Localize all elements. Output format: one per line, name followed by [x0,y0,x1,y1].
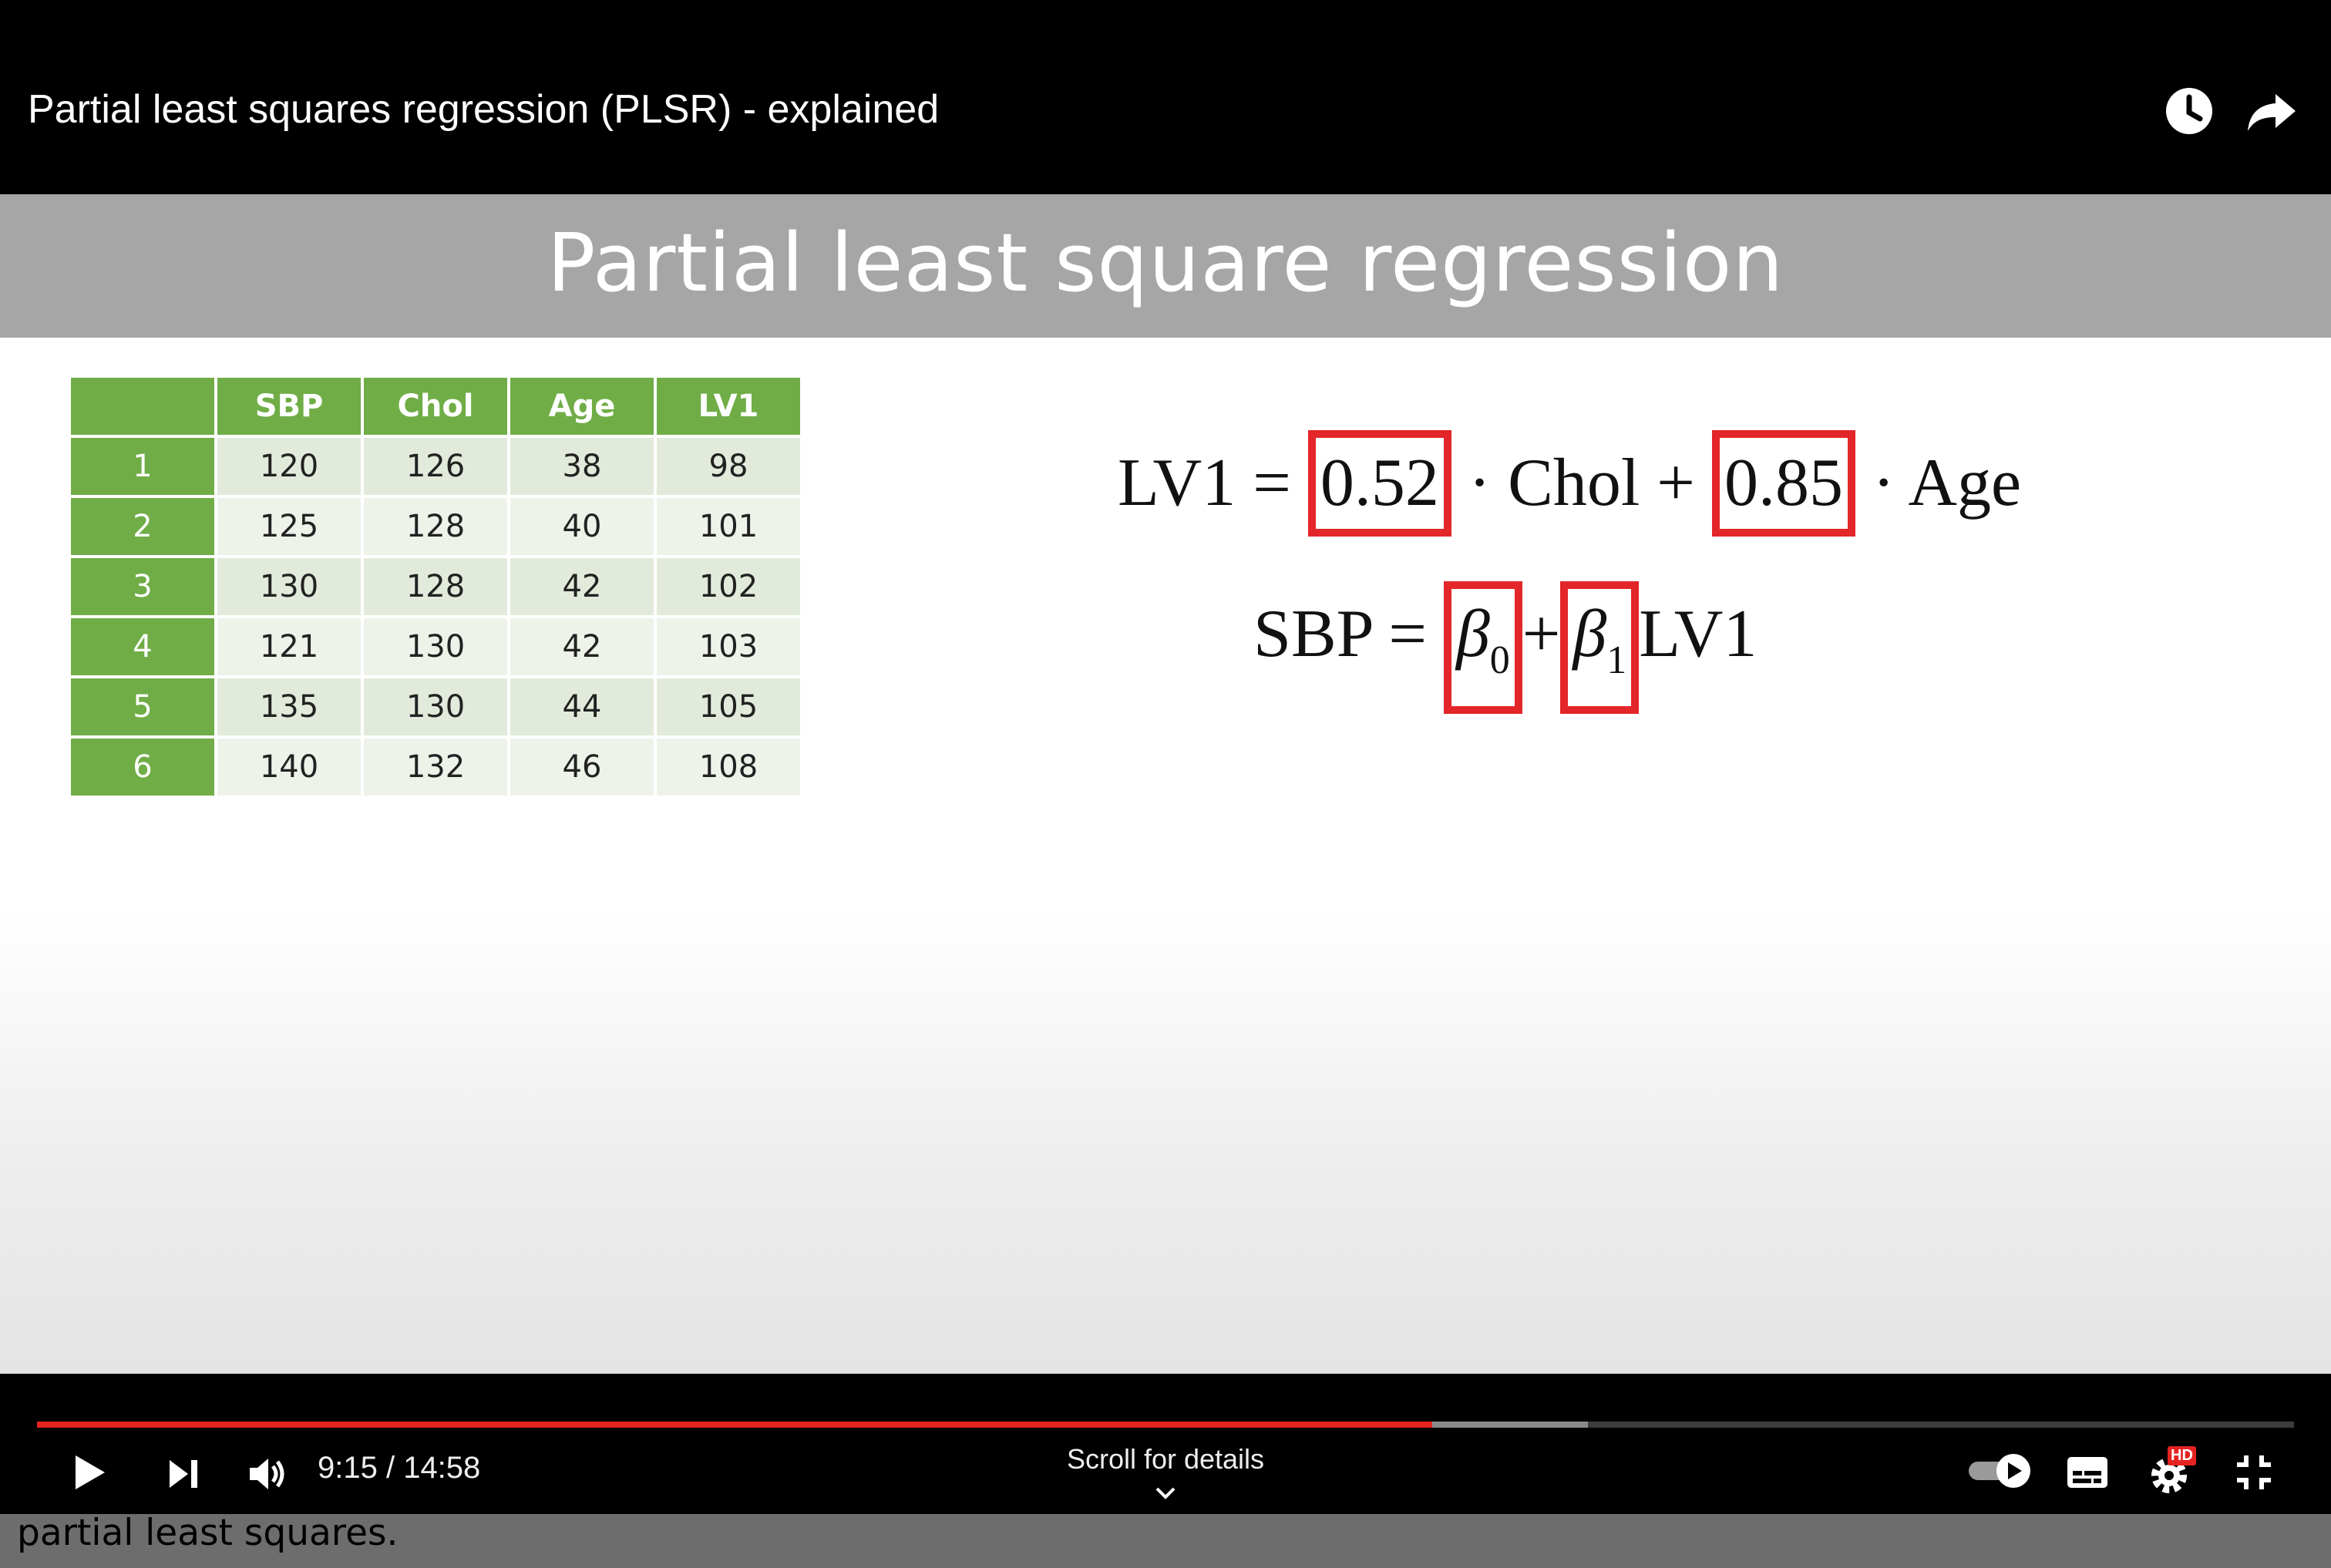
table-cell: 102 [657,558,800,615]
table-cell: 40 [510,498,654,555]
table-cell: 101 [657,498,800,555]
table-cell: 130 [217,558,361,615]
coefficient-box-beta1: β1 [1560,581,1640,714]
table-cell: 120 [217,438,361,495]
beta-symbol: β [1455,597,1490,671]
table-header-cell: Chol [364,378,507,435]
hd-badge: HD [2168,1446,2196,1465]
exit-fullscreen-icon[interactable] [2234,1452,2274,1492]
table-cell: 140 [217,739,361,796]
table-cell: 121 [217,618,361,675]
slide-title: Partial least square regression [547,216,1784,310]
table-cell: 38 [510,438,654,495]
progress-bar[interactable] [37,1422,2294,1428]
data-table: SBP Chol Age LV1 1 120 126 38 98 2 125 1… [68,375,803,799]
table-header-cell: LV1 [657,378,800,435]
table-row: 6 140 132 46 108 [71,739,800,796]
clock-icon[interactable] [2158,80,2220,142]
equation-lhs: LV1 = [1118,446,1291,520]
table-cell: 42 [510,558,654,615]
equation-lhs: SBP = [1253,597,1427,671]
subtitles-icon[interactable] [2066,1454,2109,1491]
progress-played [37,1422,1432,1428]
table-cell: 125 [217,498,361,555]
beta-subscript: 0 [1489,638,1510,682]
table-header-cell: Age [510,378,654,435]
table-cell: 42 [510,618,654,675]
coefficient-box-age: 0.85 [1711,430,1855,537]
equation-sbp: SBP = β0 + β1 LV1 [1253,581,1757,714]
table-cell: 105 [657,678,800,735]
row-index: 1 [71,438,214,495]
table-row: 5 135 130 44 105 [71,678,800,735]
row-index: 2 [71,498,214,555]
autoplay-toggle-icon[interactable] [1967,1451,2035,1491]
row-index: 5 [71,678,214,735]
beta-symbol: β [1572,597,1607,671]
equation-lv1: LV1 = 0.52 · Chol + 0.85 · Age [1118,430,2021,537]
table-cell: 135 [217,678,361,735]
equation-term: · Age [1872,446,2021,520]
player-top-bar: Partial least squares regression (PLSR) … [0,0,2331,194]
table-header-cell: SBP [217,378,361,435]
table-header-row: SBP Chol Age LV1 [71,378,800,435]
table-row: 1 120 126 38 98 [71,438,800,495]
table-cell: 44 [510,678,654,735]
player-controls: 9:15 / 14:58 Scroll for details HD [0,1374,2331,1514]
equation-plus: + [1522,597,1561,671]
equation-term: · Chol + [1468,446,1695,520]
table-header-cell [71,378,214,435]
table-cell: 130 [364,678,507,735]
next-icon[interactable] [165,1455,202,1492]
volume-icon[interactable] [245,1452,288,1496]
row-index: 3 [71,558,214,615]
table-cell: 103 [657,618,800,675]
share-icon[interactable] [2242,80,2303,142]
play-icon[interactable] [69,1452,109,1492]
video-title[interactable]: Partial least squares regression (PLSR) … [28,87,940,132]
table-row: 3 130 128 42 102 [71,558,800,615]
row-index: 6 [71,739,214,796]
scroll-hint-label: Scroll for details [1066,1443,1265,1475]
table-cell: 126 [364,438,507,495]
chevron-down-icon [1155,1487,1176,1499]
time-display: 9:15 / 14:58 [318,1451,481,1485]
video-frame[interactable]: Partial least square regression SBP Chol… [0,194,2331,1568]
scroll-for-details[interactable]: Scroll for details [1011,1443,1320,1508]
table-cell: 108 [657,739,800,796]
table-cell: 130 [364,618,507,675]
coefficient-box-chol: 0.52 [1307,430,1451,537]
beta-subscript: 1 [1606,638,1627,682]
table-cell: 132 [364,739,507,796]
equation-term: LV1 [1639,597,1758,671]
table-row: 4 121 130 42 103 [71,618,800,675]
table-cell: 128 [364,558,507,615]
table-cell: 128 [364,498,507,555]
row-index: 4 [71,618,214,675]
settings-button[interactable]: HD [2148,1446,2209,1500]
table-row: 2 125 128 40 101 [71,498,800,555]
slide-header: Partial least square regression [0,194,2331,338]
table-cell: 46 [510,739,654,796]
table-cell: 98 [657,438,800,495]
coefficient-box-beta0: β0 [1443,581,1522,714]
